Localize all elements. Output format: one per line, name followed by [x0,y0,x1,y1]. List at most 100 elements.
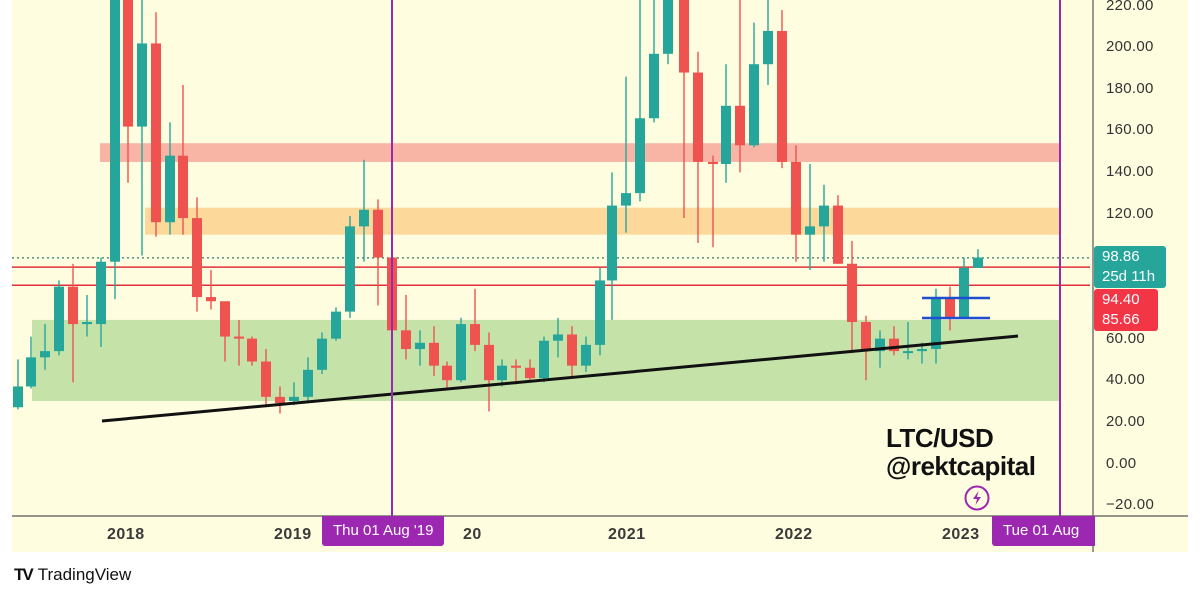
candle-body [708,161,718,165]
candle [68,263,78,383]
candle [110,0,120,300]
candle [456,317,466,383]
tradingview-logo-icon[interactable]: TV [14,565,34,584]
candle-body [497,365,507,381]
candle [553,317,563,358]
candle-body [261,361,271,397]
candle [470,288,480,352]
candle [192,197,202,312]
candle [511,359,521,385]
candle [206,270,216,310]
candle-body [401,330,411,350]
candle-body [123,0,133,127]
price-chart[interactable] [0,0,1200,552]
candle-countdown: 25d 11h [1102,268,1156,285]
candle [442,361,452,389]
candle [735,0,745,173]
candle-body [247,338,257,362]
candle [539,336,549,383]
candle [777,10,787,169]
candle [693,51,703,244]
candle-body [791,161,801,235]
candle-body [331,311,341,339]
candle [861,315,871,381]
candle-body [68,286,78,325]
candle-body [595,280,605,345]
price-tick-label: 20.00 [1106,413,1146,430]
zone-resistance-lower [145,207,1060,235]
candle [595,267,605,356]
price-tick-label: 60.00 [1106,330,1146,347]
candle-body [511,365,521,368]
candle [415,330,425,366]
candle [497,359,507,387]
watermark-symbol: LTC/USD [886,423,994,453]
candle [763,0,773,86]
candle [945,286,955,331]
candle [663,0,673,65]
candle [973,249,983,268]
time-tick-label: 2022 [775,526,813,543]
candle [959,257,969,318]
candle-body [679,0,689,73]
candle [40,324,50,370]
candle [708,155,718,248]
candle [931,288,941,364]
candle-body [663,0,673,54]
candle-body [359,209,369,227]
candle [82,294,92,337]
candle-body [749,64,759,146]
candle [635,0,645,202]
price-level-94: 94.40 [1102,291,1140,308]
candle [429,326,439,377]
candle [805,164,815,271]
current-price-badge: 98.86 25d 11h [1094,246,1166,288]
candle-body [234,336,244,339]
candle [151,12,161,237]
candle [137,0,147,256]
candle [165,122,175,235]
candle-body [917,349,927,352]
support-trendline [101,334,1019,423]
candle-body [539,340,549,379]
candle [607,172,617,320]
candle [289,382,299,406]
tradingview-brand[interactable]: TradingView [37,565,132,584]
candle [847,240,857,354]
candle [96,257,106,347]
lightning-icon[interactable] [964,485,990,511]
zone-resistance-upper [100,143,1060,162]
watermark-handle: @rektcapital [886,451,1036,481]
candle-body [973,257,983,268]
candle [123,0,133,183]
candle-body [40,351,50,358]
price-tick-label: 140.00 [1106,163,1154,180]
candle [261,349,271,408]
candle-body [470,324,480,345]
time-tick-label: 2018 [107,526,145,543]
candle-body [206,297,216,302]
candle [525,359,535,383]
candle-body [429,342,439,366]
price-tick-label: 220.00 [1106,0,1154,14]
candle-body [26,357,36,387]
candle-body [137,43,147,127]
candle-body [553,334,563,341]
candle-body [484,344,494,381]
candle-body [96,261,106,325]
candle-body [525,367,535,379]
candle-body [621,193,631,206]
candle [54,280,64,356]
candle-body [581,344,591,366]
candle-body [275,396,285,404]
price-tick-label: −20.00 [1106,496,1155,513]
candle [359,159,369,262]
candle-body [607,205,617,281]
candle-body [959,267,969,318]
horizontal-lines-layer [12,257,1090,287]
candle [903,322,913,360]
candle-body [567,334,577,366]
time-tick-label: 2019 [274,526,312,543]
candle-body [151,43,161,223]
candle [178,85,188,235]
